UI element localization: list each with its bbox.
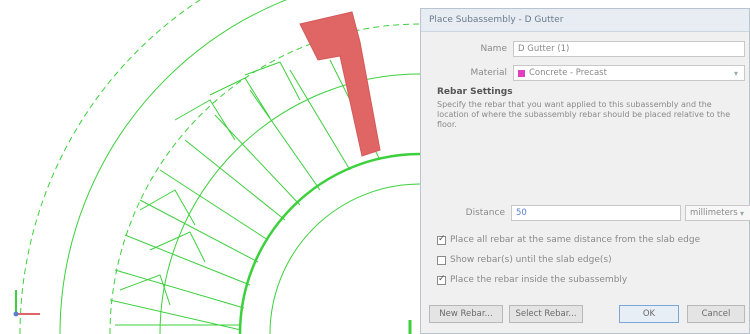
option-1-label: Place all rebar at the same distance fro… (450, 235, 701, 245)
name-label: Name (480, 44, 507, 54)
distance-value: 50 (516, 208, 527, 218)
section-description: Specify the rebar that you want applied … (437, 100, 731, 129)
name-field[interactable]: D Gutter (1) (513, 41, 745, 57)
arc-inner (269, 183, 421, 334)
dialog-title: Place Subassembly - D Gutter (429, 15, 564, 25)
option-3-label: Place the rebar inside the subassembly (450, 275, 628, 285)
ok-button[interactable]: OK (619, 305, 679, 323)
unit-select[interactable]: millimeters ▾ (685, 205, 750, 221)
material-value: Concrete - Precast (529, 68, 607, 78)
chevron-down-icon: ▾ (739, 209, 744, 218)
option-2-label: Show rebar(s) until the slab edge(s) (450, 255, 612, 265)
axis-icon (13, 290, 40, 317)
arc-inner-thick (238, 152, 421, 334)
checkbox-unchecked[interactable] (437, 255, 446, 265)
material-color-swatch (518, 69, 525, 77)
arc-2 (59, 0, 288, 334)
section-title: Rebar Settings (437, 87, 513, 97)
new-rebar-button[interactable]: New Rebar... (429, 305, 503, 323)
cancel-button[interactable]: Cancel (687, 305, 745, 323)
material-select[interactable]: Concrete - Precast ▾ (513, 65, 745, 81)
checkbox-checked[interactable] (437, 274, 446, 285)
place-subassembly-dialog: Place Subassembly - D Gutter Name D Gutt… (420, 8, 750, 334)
dialog-title-bar[interactable]: Place Subassembly - D Gutter (421, 9, 749, 32)
material-label: Material (470, 68, 507, 78)
arc-3 (109, 23, 421, 334)
select-rebar-button[interactable]: Select Rebar... (509, 305, 583, 323)
option-3[interactable]: Place the rebar inside the subassembly (437, 274, 628, 285)
chevron-down-icon: ▾ (733, 69, 738, 78)
unit-value: millimeters (690, 208, 738, 218)
name-value: D Gutter (1) (518, 44, 570, 54)
distance-input[interactable]: 50 (511, 205, 681, 221)
option-2[interactable]: Show rebar(s) until the slab edge(s) (437, 255, 612, 265)
arc-outer (19, 0, 201, 334)
checkbox-checked[interactable] (437, 234, 446, 245)
highlighted-gutter (299, 11, 381, 157)
option-1[interactable]: Place all rebar at the same distance fro… (437, 234, 701, 245)
distance-label: Distance (465, 208, 505, 218)
